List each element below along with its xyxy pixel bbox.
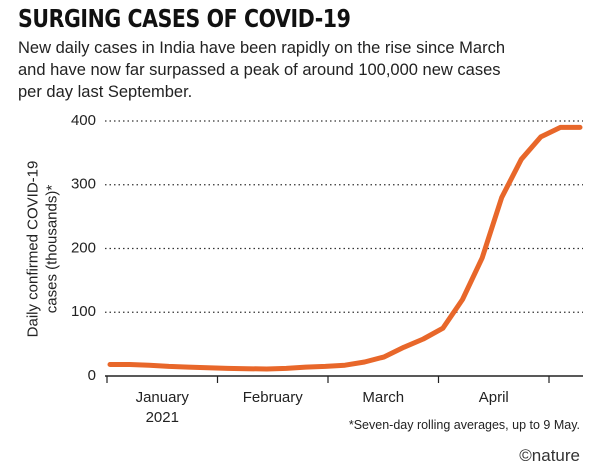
x-tick-label: March [362,389,405,406]
x-tick-label: April [478,389,509,406]
y-tick-label: 0 [88,367,96,384]
footnote: *Seven-day rolling averages, up to 9 May… [348,418,580,432]
y-tick-label: 400 [71,112,96,129]
y-tick-label: 100 [71,303,96,320]
y-axis-label-line: Daily confirmed COVID-19 [23,160,41,337]
chart-subtitle: New daily cases in India have been rapid… [18,39,506,101]
logo: ©nature [519,446,580,465]
x-tick-label: February [242,389,303,406]
y-axis-label-line: cases (thousands)* [42,184,60,313]
y-tick-label: 300 [71,176,96,193]
y-tick-label: 200 [71,239,96,256]
y-axis-label: Daily confirmed COVID-19 cases (thousands… [23,160,61,337]
x-tick-label: January 2021 [135,389,189,426]
chart-title: SURGING CASES OF COVID-19 [18,4,351,33]
series-line [107,124,583,372]
